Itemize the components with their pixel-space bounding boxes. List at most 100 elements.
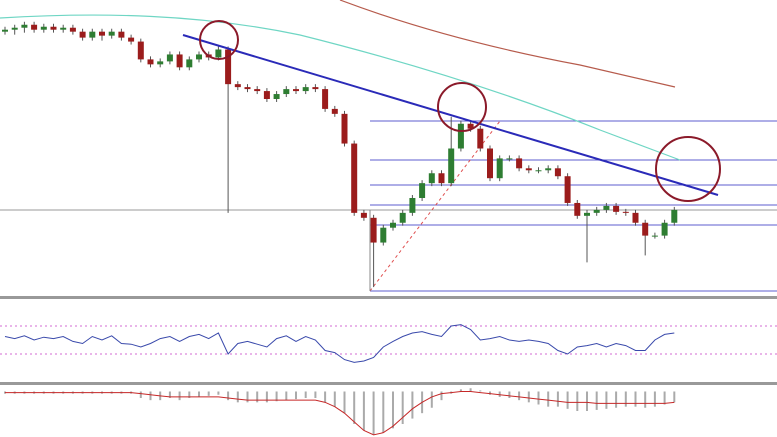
- macd-bar: [324, 391, 327, 403]
- macd-bar: [624, 391, 627, 407]
- candle-body: [69, 27, 76, 32]
- candle-body: [390, 222, 396, 228]
- candle-body: [79, 31, 86, 38]
- macd-bar: [139, 391, 142, 398]
- macd-bar: [343, 391, 346, 414]
- candle-body: [254, 89, 261, 92]
- macd-bar: [198, 391, 200, 397]
- macd-bar: [168, 391, 171, 398]
- macd-bar: [275, 391, 278, 402]
- candle-body: [603, 205, 610, 210]
- macd-bar: [537, 391, 540, 405]
- macd-bar: [576, 391, 579, 411]
- candle-body: [11, 27, 18, 30]
- candle-body: [593, 209, 600, 213]
- candle-body: [137, 41, 144, 60]
- candle-body: [50, 26, 57, 30]
- candle-body: [438, 173, 445, 184]
- candle-body: [215, 49, 222, 58]
- macd-bar: [556, 391, 559, 407]
- candle-body: [244, 87, 251, 90]
- candle-body: [147, 59, 154, 65]
- panel-separator: [0, 382, 777, 385]
- highlight-circles: [199, 20, 721, 202]
- candle-body: [322, 89, 329, 109]
- candle-body: [545, 168, 552, 171]
- macd-bar: [430, 391, 433, 408]
- moving-average: [0, 14, 681, 161]
- candle-body: [21, 24, 28, 28]
- macd-bar: [382, 391, 385, 433]
- candle-body: [293, 89, 299, 92]
- candle-body: [496, 158, 503, 179]
- candle-body: [312, 87, 319, 90]
- macd-bar: [295, 391, 297, 400]
- candle-body: [671, 209, 678, 223]
- candle-body: [225, 49, 232, 85]
- candle-body: [457, 123, 464, 149]
- candle-body: [506, 158, 513, 160]
- candle-body: [399, 212, 406, 223]
- macd-bar: [256, 391, 259, 403]
- macd-bar: [207, 391, 210, 396]
- candle-body: [40, 26, 47, 30]
- circle: [655, 136, 721, 202]
- macd-bar: [149, 391, 152, 401]
- candle-body: [574, 202, 581, 216]
- panel-separator: [0, 296, 777, 299]
- macd-bar: [566, 391, 569, 409]
- macd-bar: [605, 391, 608, 409]
- candle-body: [302, 87, 309, 92]
- candle-body: [157, 61, 164, 65]
- candle-body: [409, 198, 416, 213]
- candle-body: [283, 89, 290, 95]
- macd-bar: [634, 391, 637, 407]
- candle-body: [467, 123, 474, 129]
- trend-line: [182, 34, 719, 196]
- macd-bar: [333, 391, 336, 407]
- macd-bar: [304, 391, 307, 398]
- fib-levels: [370, 120, 777, 292]
- candle-body: [166, 54, 173, 62]
- macd-bar: [285, 391, 288, 401]
- candle-body: [554, 168, 561, 177]
- macd-bar: [353, 391, 356, 424]
- candle-body: [128, 37, 135, 42]
- circle: [437, 82, 487, 132]
- macd-bar: [392, 391, 394, 429]
- candle-body: [31, 24, 38, 30]
- candle-body: [564, 176, 571, 203]
- macd-bar: [469, 388, 472, 392]
- candle-body: [331, 108, 338, 114]
- candle-body: [584, 212, 590, 216]
- candle-body: [118, 31, 125, 38]
- macd-bar: [372, 391, 375, 435]
- macd-bar: [673, 391, 676, 403]
- macd-bar: [479, 390, 482, 392]
- macd-bar: [227, 391, 230, 401]
- rsi-line: [4, 324, 675, 363]
- candle-body: [661, 222, 668, 236]
- candle-body: [2, 29, 8, 32]
- macd-bar: [246, 391, 249, 403]
- candle-body: [370, 217, 377, 243]
- candle-body: [263, 91, 270, 99]
- macd-bar: [314, 391, 317, 398]
- macd-bar: [547, 391, 550, 407]
- macd-bar: [362, 391, 365, 431]
- macd-bar: [217, 391, 220, 395]
- circle: [199, 20, 239, 60]
- candle-body: [186, 59, 193, 68]
- candles: [2, 21, 678, 288]
- macd-bar: [236, 391, 239, 403]
- macd-bar: [644, 391, 647, 408]
- macd-bar: [188, 391, 191, 398]
- candle-body: [642, 222, 649, 236]
- candle-body: [351, 143, 358, 213]
- macd-bar: [663, 391, 666, 405]
- macd-bar: [518, 391, 521, 401]
- candle-body: [60, 27, 67, 30]
